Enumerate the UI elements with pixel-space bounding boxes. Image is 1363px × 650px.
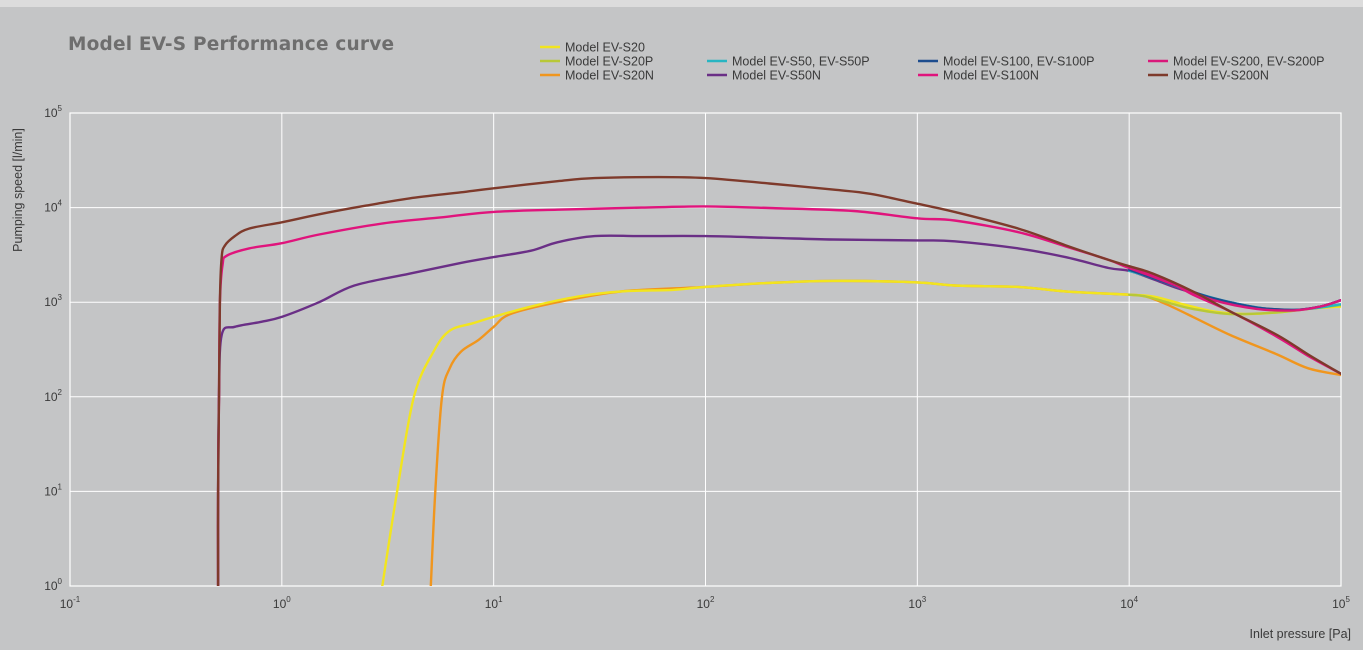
series-line-model-ev-s20n [429, 279, 1341, 586]
x-tick-label: 102 [697, 595, 715, 611]
y-tick-label: 103 [44, 293, 62, 309]
legend-label-model-ev-s100n: Model EV-S100N [943, 69, 1039, 83]
legend-label-model-ev-s20: Model EV-S20 [565, 41, 645, 55]
legend-label-model-ev-s100-ev-s100p: Model EV-S100, EV-S100P [943, 55, 1094, 69]
legend-label-model-ev-s20p: Model EV-S20P [565, 55, 653, 69]
x-tick-label: 10-1 [60, 595, 81, 611]
x-tick-label: 100 [273, 595, 291, 611]
y-tick-label: 102 [44, 388, 62, 404]
series-layer [216, 175, 1341, 586]
legend-label-model-ev-s50-ev-s50p: Model EV-S50, EV-S50P [732, 55, 870, 69]
chart-title: Model EV-S Performance curve [68, 34, 395, 55]
legend-label-model-ev-s20n: Model EV-S20N [565, 69, 654, 83]
top-band [0, 0, 1363, 7]
y-tick-label: 101 [44, 482, 62, 498]
y-tick-label: 100 [44, 577, 62, 593]
legend-label-model-ev-s200n: Model EV-S200N [1173, 69, 1269, 83]
legend-label-model-ev-s200-ev-s200p: Model EV-S200, EV-S200P [1173, 55, 1324, 69]
series-line-model-ev-s100n [216, 205, 1341, 586]
y-tick-label: 105 [44, 104, 62, 120]
series-line-model-ev-s200n [216, 175, 1341, 586]
grid [69, 112, 1342, 587]
series-line-model-ev-s50n [216, 234, 1341, 586]
x-tick-label: 101 [485, 595, 503, 611]
series-line-model-ev-s200-ev-s200p [1128, 266, 1341, 312]
y-tick-labels: 100 101 102 103 104 105 [44, 104, 62, 593]
y-tick-label: 104 [44, 199, 62, 215]
x-tick-label: 104 [1120, 595, 1138, 611]
x-tick-label: 105 [1332, 595, 1350, 611]
y-axis-label: Pumping speed [l/min] [11, 128, 25, 252]
x-tick-labels: 10-1 100 101 102 103 104 105 [60, 595, 1351, 611]
x-tick-label: 103 [908, 595, 926, 611]
series-line-model-ev-s20 [381, 279, 1341, 586]
x-axis-label: Inlet pressure [Pa] [1250, 627, 1351, 641]
legend-label-model-ev-s50n: Model EV-S50N [732, 69, 821, 83]
